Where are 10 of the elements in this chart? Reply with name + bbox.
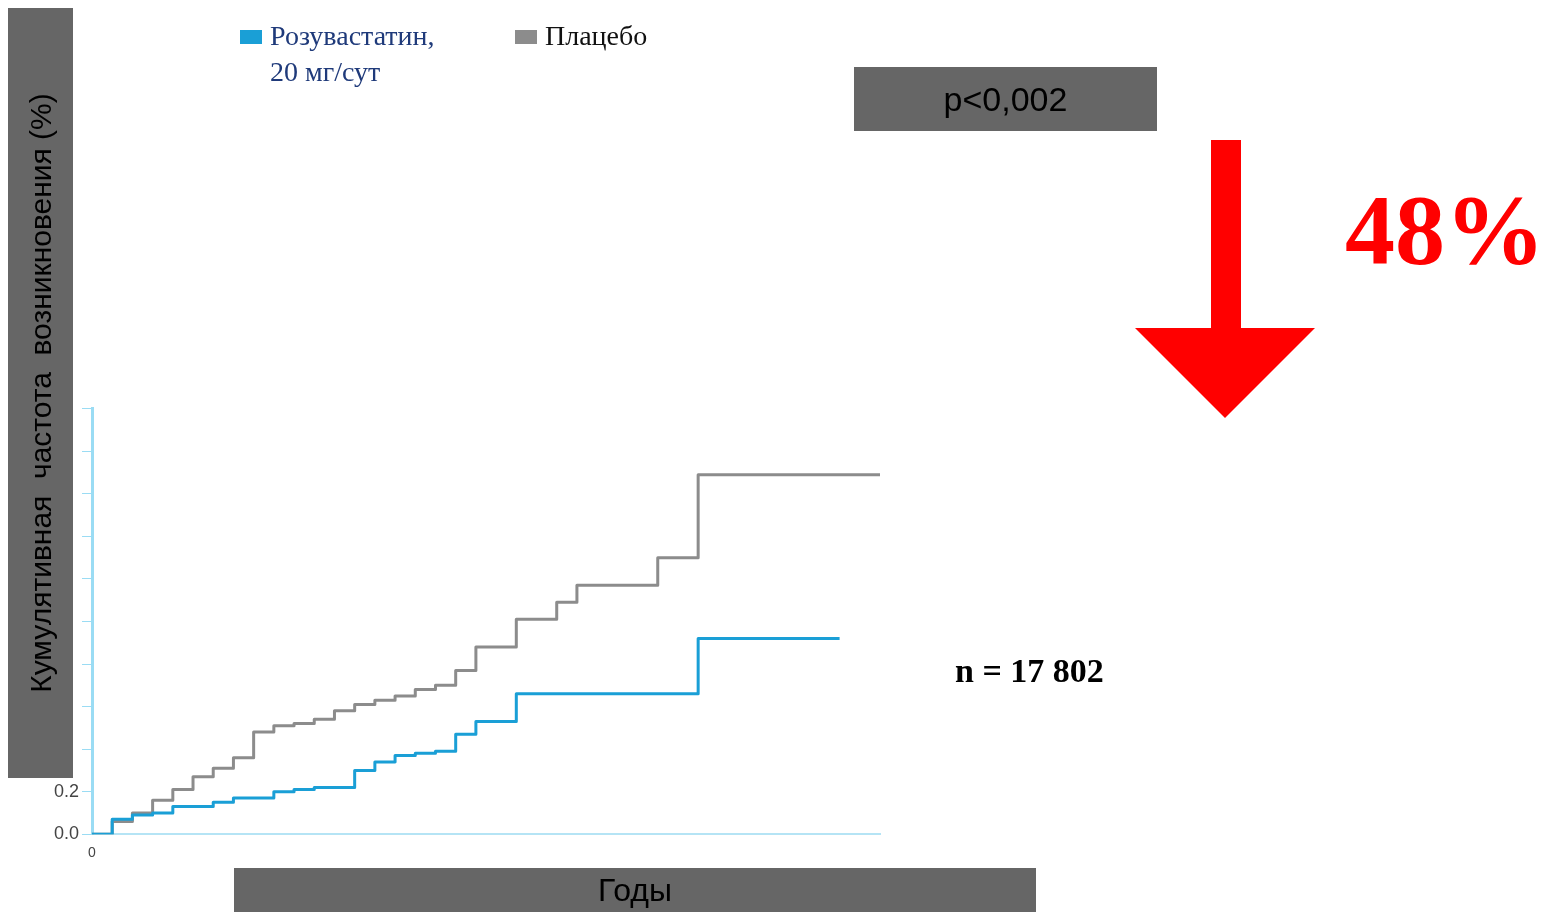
legend-label: Плацебо <box>545 19 648 53</box>
x-axis-title: Годы <box>234 868 1036 912</box>
x-tick-label: 0 <box>88 844 97 861</box>
text: n = 17 802 <box>955 652 1104 690</box>
y-axis-title: Кумулятивная частота возникновения (%) <box>23 93 58 693</box>
text: 48% <box>1345 173 1545 287</box>
y-tick-label: 0.0 <box>53 823 79 844</box>
y-tick-label: 0.2 <box>53 780 79 801</box>
text: p<0,002 <box>854 67 1157 131</box>
legend-label: Розувастатин, 20 мг/сут <box>270 19 436 89</box>
